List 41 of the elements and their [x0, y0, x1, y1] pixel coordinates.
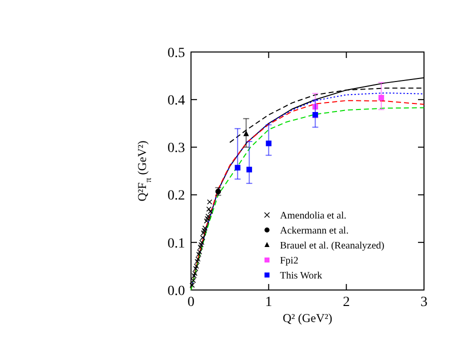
- point: [192, 273, 197, 278]
- x-tick-label: 3: [420, 295, 428, 310]
- y-tick-label: 0.4: [168, 94, 185, 108]
- x-tick-label: 1: [265, 295, 272, 310]
- point: [194, 264, 200, 269]
- point: [378, 94, 384, 100]
- legend-label: Fpi2: [280, 256, 298, 266]
- point: [195, 256, 201, 262]
- point: [190, 282, 195, 288]
- legend-label: Ackermann et al.: [280, 226, 349, 236]
- point: [234, 164, 240, 170]
- y-tick-label: 0.3: [168, 141, 185, 156]
- point: [192, 270, 198, 276]
- point: [266, 140, 272, 146]
- point: [196, 252, 202, 257]
- point: [205, 214, 211, 219]
- point: [196, 249, 202, 255]
- x-axis-title: Q² (GeV²): [282, 311, 332, 325]
- point: [208, 208, 214, 214]
- point: [193, 266, 198, 272]
- point: [312, 104, 318, 110]
- legend-label: Brauel et al. (Reanalyzed): [280, 240, 384, 252]
- point: [194, 258, 200, 264]
- point: [204, 216, 210, 222]
- x-tick-label: 0: [188, 295, 194, 310]
- point: [206, 206, 212, 212]
- point: [246, 166, 252, 172]
- point: [200, 230, 206, 236]
- legend-label: Amendolia et al.: [280, 210, 346, 222]
- point: [243, 130, 249, 136]
- point: [199, 240, 204, 245]
- y-tick-label: 0.2: [168, 188, 185, 204]
- y-tick-label: 0.0: [168, 284, 185, 299]
- point: [207, 199, 212, 205]
- point: [200, 235, 206, 240]
- y-tick-label: 0.5: [168, 46, 185, 61]
- point: [202, 228, 207, 234]
- point: [202, 226, 208, 231]
- y-tick-label: 0.1: [168, 236, 185, 252]
- legend-label: This Work: [280, 270, 322, 282]
- x-tick-label: 2: [342, 295, 350, 310]
